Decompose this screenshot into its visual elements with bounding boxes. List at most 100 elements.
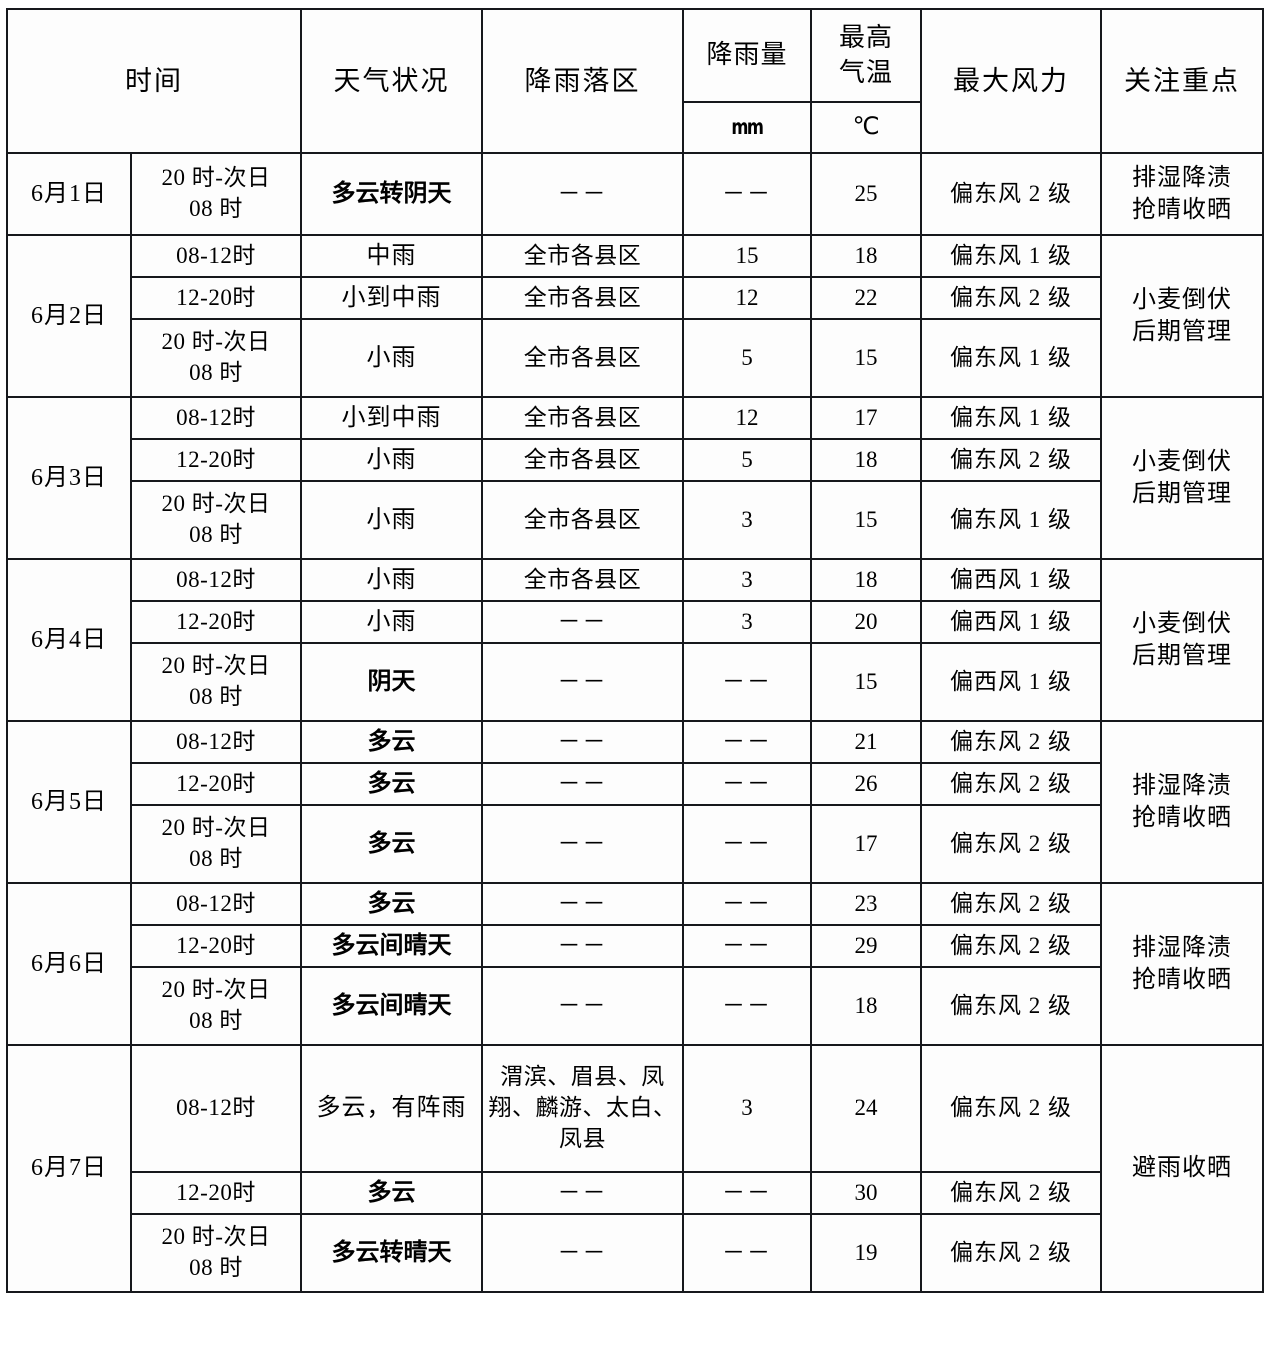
header-max-wind: 最大风力 xyxy=(920,8,1102,154)
cell-condition: 多云，有阵雨 xyxy=(300,1044,483,1173)
cell-max-wind: 偏西风 1 级 xyxy=(920,600,1102,644)
cell-rain-area: 全市各县区 xyxy=(481,438,684,482)
period-line1: 20 时-次日 xyxy=(161,653,271,679)
cell-rainfall: －－ xyxy=(682,882,812,926)
cell-focus: 避雨收晒 xyxy=(1100,1044,1264,1293)
period-line1: 08-12时 xyxy=(176,890,256,916)
table-row: 6月4日 08-12时 小雨 全市各县区 3 18 偏西风 1 级小麦倒伏 后期管理 xyxy=(6,558,1264,722)
cell-date: 6月6日 xyxy=(6,882,132,1046)
cell-rainfall: 5 xyxy=(682,438,812,482)
table-row: 12-20时 小到中雨 全市各县区 12 22 偏东风 2 级 xyxy=(7,276,1263,320)
header-rainfall: 降雨量 xyxy=(682,8,812,103)
cell-condition: 多云 xyxy=(300,762,483,806)
focus-line2: 后期管理 xyxy=(1132,319,1232,345)
cell-max-temperature: 24 xyxy=(810,1044,922,1173)
cell-rainfall: －－ xyxy=(682,642,812,722)
table-row: 20 时-次日 08 时 小雨 全市各县区 3 15 偏东风 1 级 xyxy=(7,480,1263,560)
period-line1: 08-12时 xyxy=(176,566,256,592)
cell-max-wind: 偏东风 2 级 xyxy=(920,438,1102,482)
cell-condition: 多云 xyxy=(300,720,483,764)
cell-focus: 排湿降渍 抢晴收晒 xyxy=(1100,152,1264,236)
period-line2: 08 时 xyxy=(189,846,243,871)
cell-max-temperature: 15 xyxy=(810,480,922,560)
cell-rain-area: －－ xyxy=(481,924,684,968)
cell-rain-area: －－ xyxy=(481,600,684,644)
cell-date: 6月2日 xyxy=(6,234,132,398)
table-row: 20 时-次日 08 时阴天 －－ －－ 15 偏西风 1 级 xyxy=(7,642,1263,722)
cell-condition: 小到中雨 xyxy=(300,276,483,320)
cell-period: 12-20时 xyxy=(130,1171,302,1215)
cell-rainfall: 12 xyxy=(682,396,812,440)
cell-rain-area: －－ xyxy=(481,762,684,806)
header-temperature-unit: ℃ xyxy=(810,101,922,154)
period-line1: 08-12时 xyxy=(176,404,256,430)
cell-rain-area: 全市各县区 xyxy=(481,234,684,278)
cell-max-temperature: 17 xyxy=(810,396,922,440)
header-max-temperature-line1: 最高 xyxy=(838,22,893,52)
cell-max-wind: 偏东风 2 级 xyxy=(920,1171,1102,1215)
period-line1: 08-12时 xyxy=(176,242,256,268)
cell-max-temperature: 15 xyxy=(810,642,922,722)
table-row: 6月5日 08-12时 多云 －－ －－ 21 偏东风 2 级排湿降渍 抢晴收晒 xyxy=(6,720,1264,884)
cell-rain-area: －－ xyxy=(481,642,684,722)
weather-forecast-table: 时间 天气状况 降雨落区 降雨量 最高 气温 最大风力 关注重点 mm ℃ 6月… xyxy=(6,8,1264,1293)
cell-max-wind: 偏西风 1 级 xyxy=(920,558,1102,602)
cell-rainfall: －－ xyxy=(682,720,812,764)
cell-max-temperature: 23 xyxy=(810,882,922,926)
table-row: 6月1日 20 时-次日 08 时多云转阴天 －－ －－ 25 偏东风 2 级排湿降渍 抢晴收… xyxy=(6,152,1264,236)
period-line1: 20 时-次日 xyxy=(161,491,271,517)
header-max-temperature: 最高 气温 xyxy=(810,8,922,103)
focus-line1: 排湿降渍 xyxy=(1132,772,1232,799)
cell-period: 08-12时 xyxy=(130,1044,302,1173)
cell-max-wind: 偏东风 2 级 xyxy=(920,1044,1102,1173)
cell-period: 20 时-次日 08 时 xyxy=(130,642,302,722)
period-line2: 08 时 xyxy=(189,360,243,385)
cell-max-temperature: 25 xyxy=(810,152,922,236)
period-line2: 08 时 xyxy=(189,196,243,221)
cell-rain-area: －－ xyxy=(481,966,684,1046)
cell-period: 08-12时 xyxy=(130,720,302,764)
period-line2: 08 时 xyxy=(189,522,243,547)
table-row: 20 时-次日 08 时 小雨 全市各县区 5 15 偏东风 1 级 xyxy=(7,318,1263,398)
cell-max-wind: 偏东风 1 级 xyxy=(920,318,1102,398)
cell-period: 12-20时 xyxy=(130,438,302,482)
cell-rainfall: －－ xyxy=(682,966,812,1046)
cell-max-temperature: 15 xyxy=(810,318,922,398)
focus-line2: 抢晴收晒 xyxy=(1132,967,1232,993)
cell-max-wind: 偏东风 2 级 xyxy=(920,152,1102,236)
cell-focus: 小麦倒伏 后期管理 xyxy=(1100,396,1264,560)
cell-date: 6月5日 xyxy=(6,720,132,884)
cell-max-wind: 偏东风 2 级 xyxy=(920,924,1102,968)
cell-max-temperature: 18 xyxy=(810,438,922,482)
header-max-temperature-line2: 气温 xyxy=(838,57,893,87)
period-line1: 12-20时 xyxy=(176,446,256,472)
cell-max-temperature: 20 xyxy=(810,600,922,644)
cell-max-temperature: 29 xyxy=(810,924,922,968)
cell-rain-area: －－ xyxy=(481,720,684,764)
cell-focus: 排湿降渍 抢晴收晒 xyxy=(1100,882,1264,1046)
cell-condition: 多云 xyxy=(300,882,483,926)
cell-period: 08-12时 xyxy=(130,882,302,926)
cell-max-temperature: 22 xyxy=(810,276,922,320)
cell-date: 6月7日 xyxy=(6,1044,132,1293)
cell-rainfall: 15 xyxy=(682,234,812,278)
cell-period: 20 时-次日 08 时 xyxy=(130,152,302,236)
cell-max-wind: 偏东风 2 级 xyxy=(920,762,1102,806)
cell-max-temperature: 18 xyxy=(810,966,922,1046)
cell-period: 20 时-次日 08 时 xyxy=(130,966,302,1046)
cell-condition: 阴天 xyxy=(300,642,483,722)
period-line1: 20 时-次日 xyxy=(161,165,271,191)
cell-condition: 多云 xyxy=(300,804,483,884)
cell-condition: 多云转晴天 xyxy=(300,1213,483,1293)
table-body: 6月1日 20 时-次日 08 时多云转阴天 －－ －－ 25 偏东风 2 级排湿降渍 抢晴收… xyxy=(6,152,1264,1293)
cell-max-wind: 偏东风 2 级 xyxy=(920,966,1102,1046)
focus-line1: 避雨收晒 xyxy=(1132,1155,1232,1182)
cell-condition: 中雨 xyxy=(300,234,483,278)
table-row: 12-20时 多云 －－ －－ 30 偏东风 2 级 xyxy=(7,1171,1263,1215)
table-row: 12-20时 多云间晴天 －－ －－ 29 偏东风 2 级 xyxy=(7,924,1263,968)
cell-rainfall: －－ xyxy=(682,924,812,968)
period-line1: 12-20时 xyxy=(176,284,256,310)
header-condition: 天气状况 xyxy=(300,8,483,154)
cell-condition: 小雨 xyxy=(300,600,483,644)
